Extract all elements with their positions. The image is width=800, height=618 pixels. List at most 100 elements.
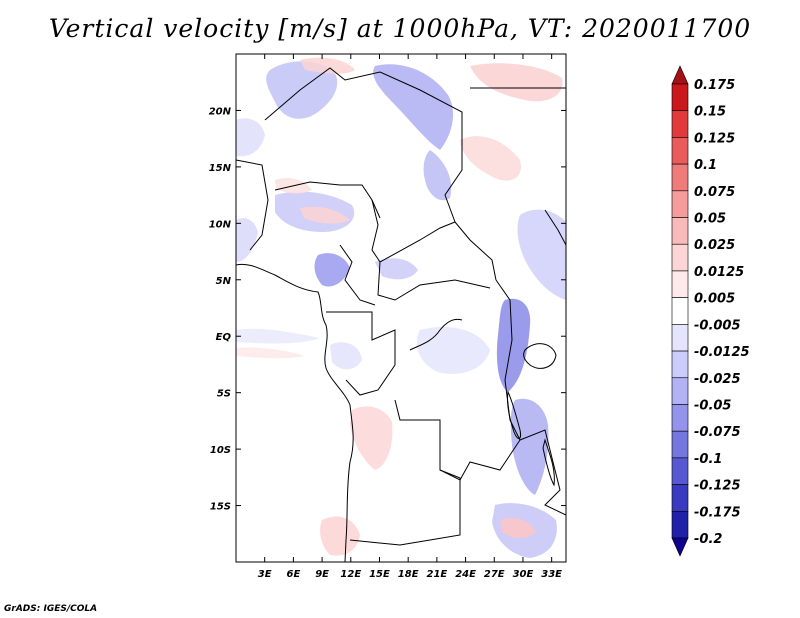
colorbar-label: -0.2 xyxy=(694,532,722,547)
colorbar-label: -0.175 xyxy=(694,505,741,520)
lat-tick-label: 10S xyxy=(210,445,231,456)
colorbar-swatch xyxy=(671,65,689,85)
velocity-field xyxy=(236,54,566,562)
colorbar-swatch xyxy=(671,137,689,165)
neg-patch-cameroon xyxy=(314,253,350,287)
lon-tick-label: 12E xyxy=(340,569,361,580)
colorbar-swatch xyxy=(671,430,689,459)
lat-tick-label: EQ xyxy=(216,332,232,343)
border-angola-zambia xyxy=(349,419,461,546)
colorbar-label: 0.0125 xyxy=(694,265,744,280)
longitude-axis: 3E 6E 9E 12E 15E 18E 21E 24E 27E 30E 33E xyxy=(258,54,562,580)
lat-tick-label: 10N xyxy=(209,219,232,230)
borders xyxy=(236,67,566,562)
congo-river xyxy=(409,318,463,351)
latitude-axis: 20N 15N 10N 5N EQ 5S 10S 15S xyxy=(209,106,566,513)
colorbar-swatch xyxy=(671,350,689,379)
colorbar-swatch xyxy=(671,484,689,512)
lon-tick-label: 9E xyxy=(315,569,329,580)
lat-tick-label: 15N xyxy=(209,163,232,174)
colorbar-label: -0.1 xyxy=(694,452,722,467)
lon-tick-label: 15E xyxy=(369,569,390,580)
colorbar-swatch xyxy=(671,404,689,432)
lat-tick-label: 20N xyxy=(209,106,232,117)
lon-tick-label: 27E xyxy=(484,569,505,580)
map-frame xyxy=(235,53,567,563)
colorbar-swatch xyxy=(671,457,689,485)
lon-tick-label: 33E xyxy=(541,569,562,580)
pos-patch-niger xyxy=(300,57,355,74)
map-title: Vertical velocity [m/s] at 1000hPa, VT: … xyxy=(48,14,752,43)
colorbar-label: -0.025 xyxy=(694,372,741,387)
neg-patch-rift-north xyxy=(496,298,531,392)
lon-tick-label: 3E xyxy=(258,569,272,580)
colorbar-swatch xyxy=(671,110,689,138)
lon-tick-label: 30E xyxy=(513,569,534,580)
lon-tick-label: 21E xyxy=(426,569,447,580)
border-chad-sudan xyxy=(371,199,497,281)
neg-patch-ethiopia xyxy=(517,209,566,300)
colorbar-swatch xyxy=(671,537,689,557)
lake-tanganyika xyxy=(507,390,521,439)
neg-patch-sahel xyxy=(236,118,265,157)
border-east xyxy=(519,429,566,516)
neg-patch-sahara-east xyxy=(373,64,454,150)
lon-tick-label: 18E xyxy=(398,569,419,580)
border-cameroon xyxy=(339,244,376,306)
pos-patch-angola-south xyxy=(320,516,360,556)
colorbar-label: 0.05 xyxy=(694,212,726,227)
neg-patch-chad xyxy=(423,150,452,201)
lat-tick-label: 5N xyxy=(216,276,232,287)
pos-patch-zambia xyxy=(500,518,536,538)
colorbar-swatch xyxy=(671,190,689,218)
colorbar-swatch xyxy=(671,83,689,112)
colorbar-label: 0.025 xyxy=(694,238,735,253)
pos-patch-angola xyxy=(350,406,393,470)
colorbar-swatch xyxy=(671,297,689,325)
lake-malawi xyxy=(542,438,555,487)
border-car xyxy=(377,261,491,301)
colorbar-label: 0.15 xyxy=(694,105,726,120)
border-ethiopia xyxy=(544,209,566,246)
colorbar-label: 0.125 xyxy=(694,131,735,146)
border-sahara-1 xyxy=(264,67,463,223)
neg-patch-rift-south xyxy=(510,398,549,495)
border-niger-nigeria xyxy=(274,181,381,219)
colorbar-label: 0.1 xyxy=(694,158,717,173)
colorbar-swatch xyxy=(671,324,689,352)
colorbar: 0.175 0.15 0.125 0.1 0.075 0.05 0.025 0.0125 0.0… xyxy=(671,65,750,557)
colorbar-label: 0.075 xyxy=(694,185,735,200)
colorbar-label: 0.175 xyxy=(694,78,735,93)
colorbar-label: -0.05 xyxy=(694,398,731,413)
grads-credit: GrADS: IGES/COLA xyxy=(4,604,98,614)
colorbar-swatch xyxy=(671,510,689,539)
lake-victoria xyxy=(523,343,557,369)
colorbar-swatch xyxy=(671,270,689,298)
colorbar-label: -0.005 xyxy=(694,318,741,333)
colorbar-swatch xyxy=(671,163,689,192)
colorbar-label: -0.125 xyxy=(694,479,741,494)
neg-patch-car xyxy=(375,258,418,280)
pos-patch-sudan xyxy=(460,136,521,181)
pos-patch-ocean-lines xyxy=(236,347,305,359)
neg-patch-west-coast xyxy=(236,218,258,262)
colorbar-swatch xyxy=(671,377,689,405)
lat-tick-label: 15S xyxy=(210,502,231,513)
colorbar-label: 0.005 xyxy=(694,292,735,307)
colorbar-swatch xyxy=(671,217,689,245)
pos-patch-libya xyxy=(470,63,563,102)
colorbar-label: -0.0125 xyxy=(694,345,750,360)
colorbar-swatch xyxy=(671,243,689,272)
border-west-africa xyxy=(236,159,269,251)
border-congo xyxy=(326,311,396,396)
coastline-west xyxy=(236,263,354,562)
neg-patch-gabon xyxy=(330,342,362,370)
pos-patch-nigeria xyxy=(300,206,350,224)
lat-tick-label: 5S xyxy=(217,389,231,400)
neg-patch-ocean-lines xyxy=(236,328,320,344)
lon-tick-label: 6E xyxy=(286,569,300,580)
colorbar-label: -0.075 xyxy=(694,425,741,440)
neg-patch-congo-basin xyxy=(416,326,490,374)
lon-tick-label: 24E xyxy=(455,569,476,580)
